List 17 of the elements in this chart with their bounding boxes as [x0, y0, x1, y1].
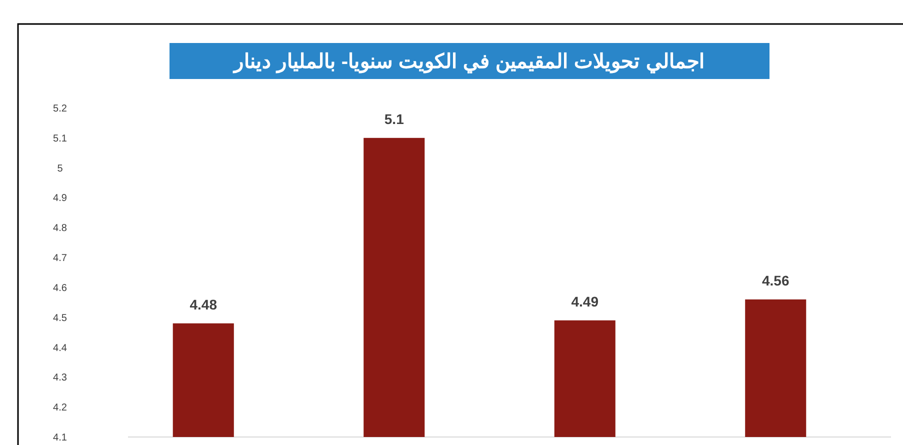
- y-tick-label: 5: [57, 163, 64, 174]
- y-tick-label: 4.9: [53, 193, 68, 204]
- data-label: 4.49: [571, 293, 599, 310]
- y-tick-label: 4.1: [53, 432, 68, 444]
- y-tick-label: 4.5: [53, 312, 68, 324]
- y-tick-label: 4.2: [53, 402, 68, 414]
- data-label: 4.56: [762, 272, 790, 288]
- y-tick-label: 4.7: [53, 253, 68, 264]
- y-tick-label: 4.8: [53, 223, 68, 234]
- data-label: 4.48: [190, 296, 218, 312]
- y-tick-label: 5.1: [53, 133, 68, 144]
- y-tick-label: 4.6: [53, 282, 68, 294]
- chart-title: اجمالي تحويلات المقيمين في الكويت سنويا- بالمليار دينار: [232, 51, 705, 74]
- y-tick-label: 4.3: [53, 372, 68, 384]
- y-tick-label: 5.2: [53, 104, 68, 114]
- data-label: 5.1: [384, 110, 404, 127]
- y-tick-label: 4.4: [53, 342, 68, 354]
